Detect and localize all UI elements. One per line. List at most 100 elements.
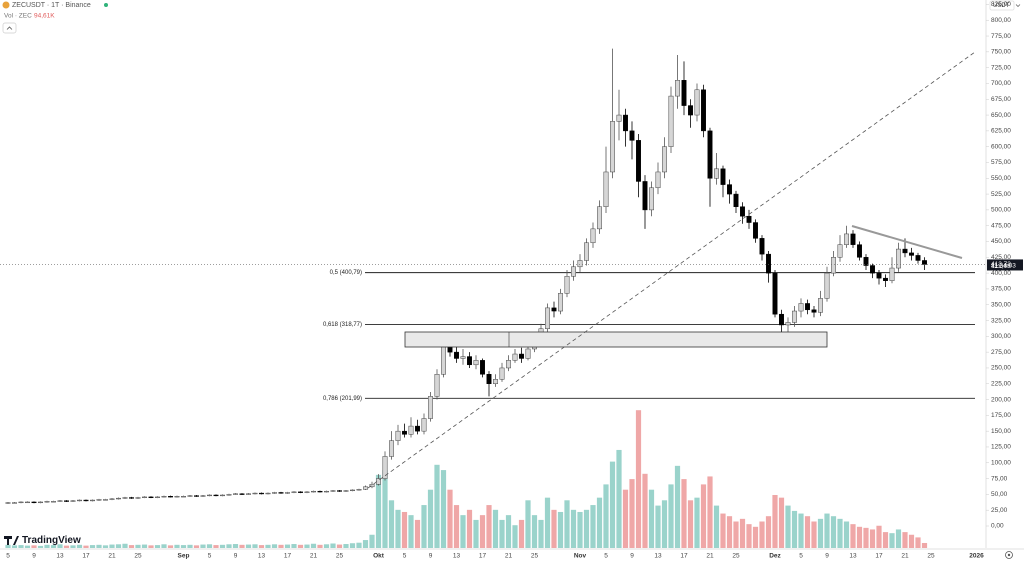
candle-body bbox=[233, 493, 238, 495]
volume-bar bbox=[37, 545, 44, 548]
candle-body bbox=[564, 276, 570, 294]
currency-chevron bbox=[1015, 4, 1021, 7]
volume-bar bbox=[590, 505, 596, 548]
volume-bar bbox=[882, 532, 889, 548]
y-tick-label: 375,00 bbox=[991, 286, 1011, 293]
candle-body bbox=[467, 356, 472, 366]
volume-bars bbox=[5, 410, 928, 548]
candle-body bbox=[642, 181, 648, 211]
volume-bar bbox=[538, 519, 544, 548]
volume-bar bbox=[102, 545, 109, 548]
brand-name: TradingView bbox=[22, 535, 81, 546]
candle-body bbox=[870, 265, 875, 274]
collapse-button[interactable] bbox=[2, 22, 17, 34]
candle-body bbox=[18, 501, 24, 504]
candle-body bbox=[772, 272, 778, 315]
candle-body bbox=[135, 497, 141, 499]
volume-bar bbox=[382, 470, 388, 548]
y-tick-label: 500,00 bbox=[991, 207, 1011, 214]
volume-bar bbox=[557, 511, 564, 548]
symbol-title[interactable]: ZECUSDT · 1T · Binance bbox=[12, 2, 91, 9]
candle-body bbox=[688, 105, 693, 116]
volume-bar bbox=[96, 544, 102, 548]
y-tick-label: 775,00 bbox=[991, 33, 1011, 40]
volume-bar bbox=[869, 529, 876, 548]
volume-bar bbox=[609, 461, 616, 548]
volume-bar bbox=[284, 544, 291, 548]
price-label-box bbox=[987, 259, 1023, 271]
candle-body bbox=[311, 490, 316, 493]
candle-body bbox=[922, 260, 927, 265]
dashed-trend-line[interactable] bbox=[367, 51, 976, 489]
settings-icon[interactable] bbox=[1005, 551, 1013, 559]
candle-body bbox=[265, 492, 271, 495]
volume-bar bbox=[863, 527, 869, 548]
candle-body bbox=[285, 492, 290, 494]
volume-bar bbox=[180, 545, 187, 548]
candle-body bbox=[402, 430, 407, 435]
volume-bar bbox=[889, 533, 895, 548]
x-tick-label: 9 bbox=[234, 553, 238, 560]
candle-body bbox=[740, 206, 745, 217]
candle-body bbox=[376, 478, 381, 485]
volume-bar bbox=[824, 513, 830, 548]
candle-body bbox=[64, 500, 69, 502]
x-tick-label: 25 bbox=[927, 553, 935, 560]
candle-body bbox=[259, 492, 264, 495]
candle-body bbox=[70, 500, 76, 502]
volume-bar bbox=[369, 534, 375, 548]
candle-body bbox=[863, 257, 869, 266]
zone-rectangle[interactable] bbox=[404, 331, 828, 348]
volume-bar bbox=[453, 505, 460, 548]
volume-bar bbox=[661, 500, 668, 548]
fib-levels: 0,5 (400,79) 0,618 (318,77) 0,786 (201,99) bbox=[323, 270, 975, 402]
candle-body bbox=[694, 89, 700, 116]
candle-body bbox=[577, 260, 583, 268]
x-tick-label: 13 bbox=[258, 553, 266, 560]
volume-bar bbox=[850, 524, 856, 548]
x-tick-label: 17 bbox=[284, 553, 292, 560]
y-tick-label: 300,00 bbox=[991, 333, 1011, 340]
currency-box[interactable] bbox=[989, 0, 1015, 11]
volume-bar bbox=[135, 544, 141, 548]
x-tick-label: 25 bbox=[336, 553, 344, 560]
settings-button[interactable] bbox=[1005, 551, 1013, 559]
volume-bar bbox=[837, 518, 843, 548]
volume-bar bbox=[603, 484, 609, 548]
volume-bar bbox=[473, 519, 479, 548]
candle-body bbox=[363, 486, 368, 490]
volume-bar bbox=[798, 513, 804, 548]
volume-bar bbox=[421, 505, 427, 548]
volume-bar bbox=[486, 505, 492, 548]
candle-body bbox=[155, 496, 160, 498]
volume-bar bbox=[148, 545, 154, 548]
candle-body bbox=[389, 440, 394, 457]
volume-bar bbox=[492, 509, 499, 548]
candle-body bbox=[291, 491, 297, 493]
volume-bar bbox=[447, 489, 453, 548]
volume-bar bbox=[193, 545, 200, 548]
volume-bar bbox=[811, 521, 817, 548]
candle-body bbox=[558, 293, 563, 312]
volume-bar bbox=[161, 544, 167, 548]
volume-bar bbox=[239, 544, 245, 548]
volume-bar bbox=[11, 545, 18, 548]
volume-bar bbox=[304, 544, 310, 548]
volume-bar bbox=[668, 484, 674, 548]
currency-selector[interactable]: USDT bbox=[989, 0, 1021, 11]
fib-label: 0,618 (318,77) bbox=[323, 322, 362, 328]
volume-bar bbox=[778, 497, 785, 548]
candle-body bbox=[103, 499, 108, 501]
currency-label[interactable]: USDT bbox=[993, 3, 1010, 9]
candle-body bbox=[434, 374, 440, 397]
candle-body bbox=[720, 168, 726, 185]
y-tick-label: 250,00 bbox=[991, 365, 1011, 372]
volume-bar bbox=[564, 500, 570, 548]
candle-body bbox=[148, 496, 154, 498]
volume-bar bbox=[70, 545, 76, 548]
x-tick-label: 5 bbox=[6, 553, 10, 560]
volume-bar bbox=[694, 497, 700, 548]
candle-body bbox=[480, 360, 485, 375]
resistance-line[interactable] bbox=[851, 225, 963, 259]
